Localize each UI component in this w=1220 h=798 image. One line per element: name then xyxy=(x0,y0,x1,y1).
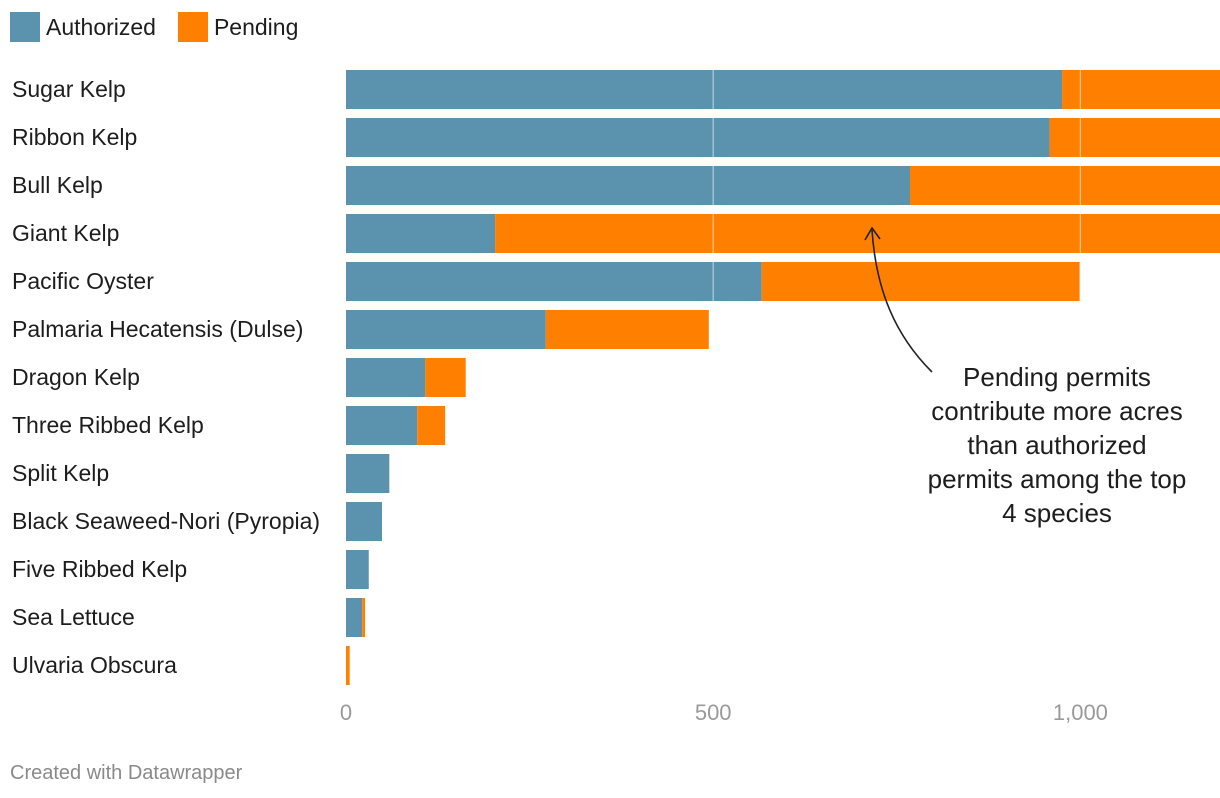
category-label-sea-lettuce: Sea Lettuce xyxy=(12,604,135,630)
x-tick-label-0: 0 xyxy=(340,700,352,725)
bar-pending-giant-kelp xyxy=(495,214,1220,253)
legend: Authorized Pending xyxy=(10,12,320,42)
bar-authorized-bull-kelp xyxy=(346,166,911,205)
category-label-dragon-kelp: Dragon Kelp xyxy=(12,364,140,390)
bar-pending-three-ribbed-kelp xyxy=(417,406,446,445)
bars-layer xyxy=(346,70,1220,685)
category-label-split-kelp: Split Kelp xyxy=(12,460,109,486)
annotation-arrow-curve xyxy=(871,229,933,373)
category-label-sugar-kelp: Sugar Kelp xyxy=(12,76,126,102)
bar-authorized-sea-lettuce xyxy=(346,598,363,637)
legend-item-pending: Pending xyxy=(177,12,299,42)
x-tick-label-500: 500 xyxy=(695,700,732,725)
bar-authorized-pacific-oyster xyxy=(346,262,762,301)
bar-pending-dragon-kelp xyxy=(425,358,466,397)
bar-authorized-dragon-kelp xyxy=(346,358,426,397)
bar-pending-ulvaria-obscura xyxy=(346,646,350,685)
category-label-black-seaweed-nori-pyropia: Black Seaweed-Nori (Pyropia) xyxy=(12,508,320,534)
bar-authorized-ribbon-kelp xyxy=(346,118,1050,157)
bar-pending-pacific-oyster xyxy=(761,262,1080,301)
footer-credit: Created with Datawrapper xyxy=(10,762,243,784)
bar-pending-sugar-kelp xyxy=(1062,70,1220,109)
category-label-bull-kelp: Bull Kelp xyxy=(12,172,103,198)
category-label-ulvaria-obscura: Ulvaria Obscura xyxy=(12,652,177,678)
bar-pending-bull-kelp xyxy=(910,166,1220,205)
legend-swatch-pending xyxy=(177,12,208,42)
annotation-arrowhead xyxy=(864,226,881,241)
legend-swatch-authorized xyxy=(10,12,40,42)
bar-authorized-black-seaweed-nori-pyropia xyxy=(346,502,382,541)
bar-pending-palmaria-hecatensis-dulse xyxy=(545,310,709,349)
annotation-text: Pending permits contribute more acres th… xyxy=(927,362,1187,528)
gridlines-layer xyxy=(712,64,1082,690)
bar-pending-ribbon-kelp xyxy=(1049,118,1220,157)
category-labels-layer: Sugar Kelp Ribbon Kelp Bull Kelp Giant Kelp… xyxy=(12,76,320,678)
legend-label-authorized: Authorized xyxy=(46,13,156,40)
x-tick-label-1000: 1,000 xyxy=(1053,700,1108,725)
category-label-palmaria-hecatensis-dulse: Palmaria Hecatensis (Dulse) xyxy=(12,316,303,342)
annotation-arrow-layer xyxy=(864,226,933,373)
category-label-giant-kelp: Giant Kelp xyxy=(12,220,119,246)
category-label-pacific-oyster: Pacific Oyster xyxy=(12,268,154,294)
bar-authorized-three-ribbed-kelp xyxy=(346,406,418,445)
bar-authorized-giant-kelp xyxy=(346,214,496,253)
bar-authorized-five-ribbed-kelp xyxy=(346,550,369,589)
bar-authorized-palmaria-hecatensis-dulse xyxy=(346,310,546,349)
legend-item-authorized: Authorized xyxy=(10,12,156,42)
bar-authorized-split-kelp xyxy=(346,454,390,493)
category-label-three-ribbed-kelp: Three Ribbed Kelp xyxy=(12,412,204,438)
category-label-five-ribbed-kelp: Five Ribbed Kelp xyxy=(12,556,187,582)
bar-authorized-sugar-kelp xyxy=(346,70,1063,109)
legend-label-pending: Pending xyxy=(213,13,299,40)
bar-pending-sea-lettuce xyxy=(362,598,366,637)
category-label-ribbon-kelp: Ribbon Kelp xyxy=(12,124,137,150)
